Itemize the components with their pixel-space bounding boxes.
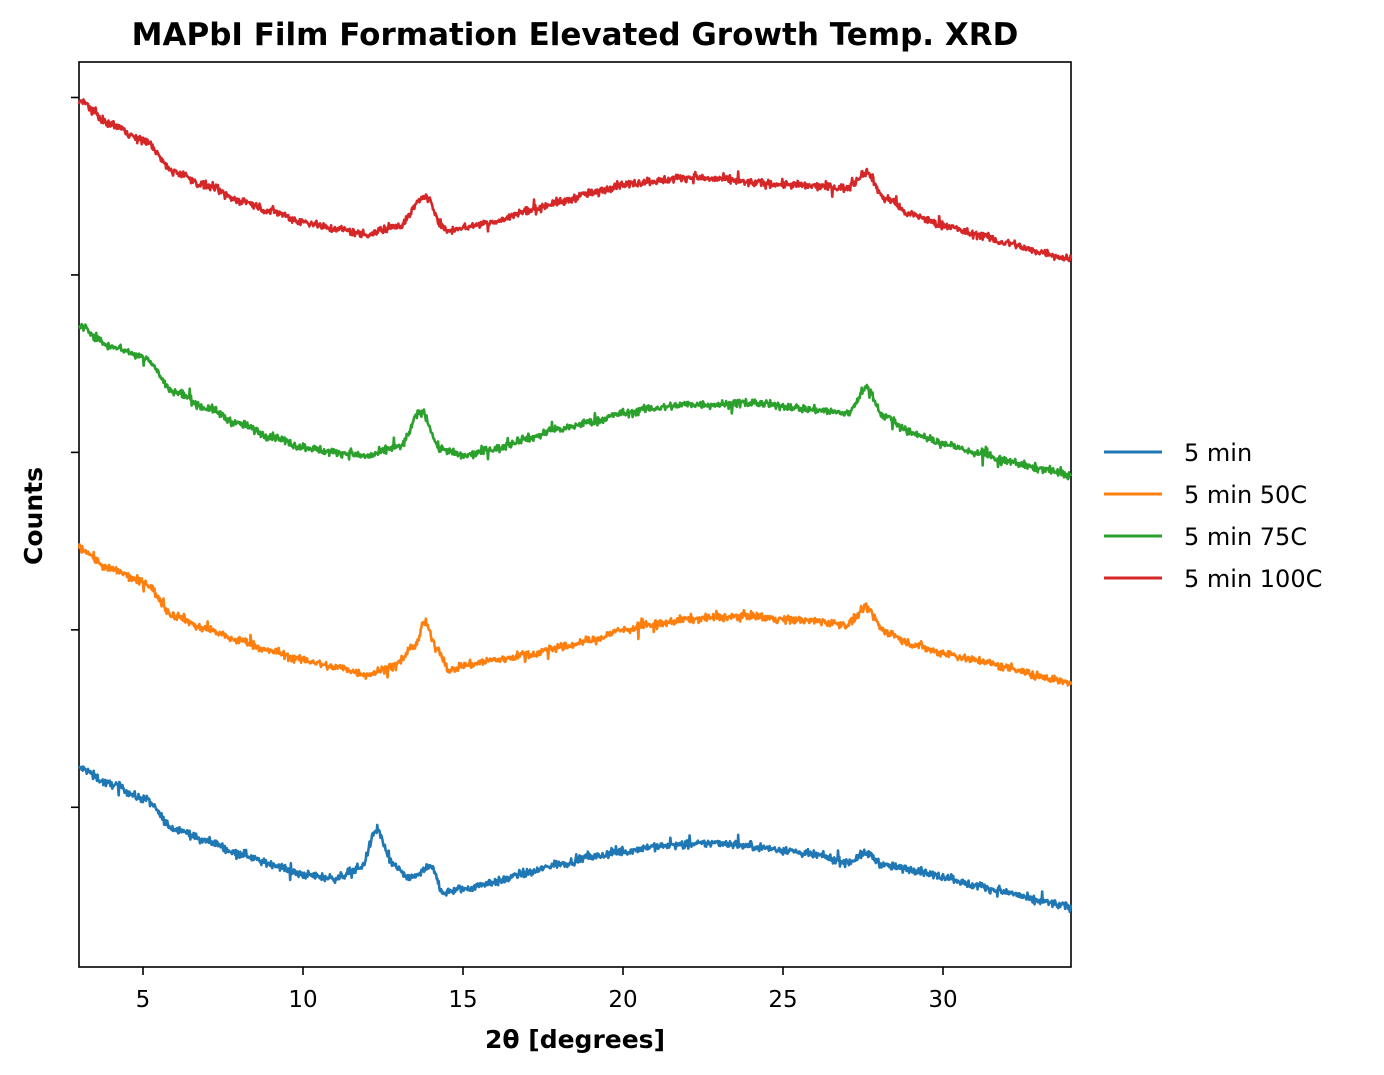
- series-line: [78, 322, 1073, 481]
- x-tick-label: 20: [608, 987, 637, 1013]
- series-line: [77, 543, 1073, 687]
- x-axis-ticks: 5 10 15 20 25 30: [136, 967, 958, 1013]
- plot-frame: [78, 61, 1072, 968]
- series-line: [78, 765, 1073, 914]
- x-tick-label: 30: [928, 987, 957, 1013]
- legend-label: 5 min: [1184, 439, 1252, 467]
- series-layer: [77, 98, 1073, 914]
- x-tick-label: 10: [288, 987, 317, 1013]
- x-tick-label: 5: [136, 987, 151, 1013]
- y-axis-label: Counts: [19, 467, 48, 565]
- legend-label: 5 min 50C: [1184, 481, 1307, 509]
- legend-label: 5 min 75C: [1184, 523, 1307, 551]
- x-tick-label: 25: [768, 987, 797, 1013]
- chart-title: MAPbI Film Formation Elevated Growth Tem…: [132, 17, 1019, 53]
- series-line: [77, 98, 1073, 263]
- x-tick-label: 15: [448, 987, 477, 1013]
- y-axis-ticks: [71, 96, 79, 809]
- legend: 5 min 5 min 50C 5 min 75C 5 min 100C: [1104, 439, 1322, 593]
- legend-label: 5 min 100C: [1184, 565, 1322, 593]
- x-axis-label: 2θ [degrees]: [485, 1025, 665, 1054]
